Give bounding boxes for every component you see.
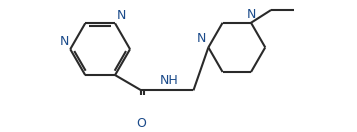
Text: N: N	[197, 32, 206, 45]
Text: NH: NH	[159, 74, 178, 88]
Text: N: N	[116, 9, 126, 22]
Text: N: N	[246, 8, 256, 21]
Text: O: O	[136, 117, 146, 130]
Text: N: N	[59, 35, 69, 48]
